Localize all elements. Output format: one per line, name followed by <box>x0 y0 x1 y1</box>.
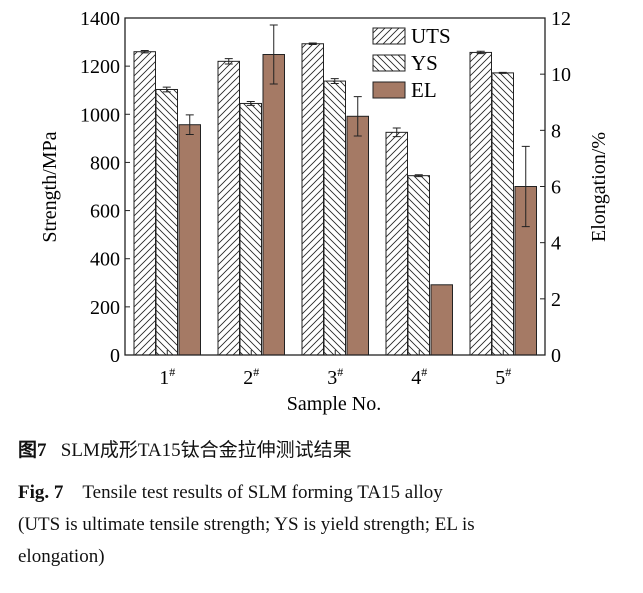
y-tick-label: 200 <box>90 297 120 319</box>
error-bar-uts-4 <box>392 127 401 138</box>
x-tick-number: 5 <box>495 367 505 389</box>
caption-cn-text: SLM成形TA15钛合金拉伸测试结果 <box>60 440 352 461</box>
bar-el-1 <box>178 124 201 356</box>
y2-tick-label: 8 <box>551 120 561 142</box>
bar-uts-2 <box>217 60 240 356</box>
caption-en-text: Tensile test results of SLM forming TA15… <box>82 482 443 503</box>
legend-label-ys: YS <box>411 51 438 75</box>
error-bar-el-3 <box>353 96 362 137</box>
y-tick-label: 0 <box>110 345 120 367</box>
x-tick-label: 5# <box>495 365 511 389</box>
caption-en-line2: (UTS is ultimate tensile strength; YS is… <box>18 514 475 535</box>
y-tick-label: 600 <box>90 201 120 223</box>
y-tick-label: 1000 <box>80 104 120 126</box>
caption-cn: 图7 SLM成形TA15钛合金拉伸测试结果 <box>18 440 352 462</box>
bar-ys-3 <box>323 80 346 356</box>
error-bar-uts-5 <box>476 50 485 55</box>
y-axis-label: Strength/MPa <box>39 131 61 242</box>
error-bar-ys-4 <box>414 174 423 178</box>
error-bar-el-1 <box>185 114 194 136</box>
error-bar-uts-3 <box>308 42 317 45</box>
y2-axis-label: Elongation/% <box>588 132 610 242</box>
bar-uts-5 <box>469 51 492 356</box>
error-bar-ys-1 <box>162 86 171 93</box>
x-tick-label: 4# <box>411 365 427 389</box>
error-bar-ys-3 <box>330 78 339 84</box>
bar-ys-5 <box>491 72 514 356</box>
y2-tick-label: 4 <box>551 233 561 255</box>
x-tick-sup: # <box>421 365 427 379</box>
bar-uts-1 <box>133 51 156 356</box>
x-tick-number: 2 <box>243 367 253 389</box>
y2-tick-label: 10 <box>551 64 571 86</box>
x-tick-label: 2# <box>243 365 259 389</box>
y2-tick-label: 12 <box>551 8 571 30</box>
error-bar-uts-1 <box>140 49 149 54</box>
error-bar-el-2 <box>269 24 278 85</box>
bar-chart: 1# 2# 3# 4# 5#020040060080010001200140002468… <box>39 8 610 415</box>
y2-tick-label: 6 <box>551 177 561 199</box>
bar-ys-1 <box>155 88 178 356</box>
legend-swatch-uts <box>372 27 406 45</box>
legend-label-uts: UTS <box>411 24 451 48</box>
error-bar-el-5 <box>521 145 530 228</box>
bar-el-4 <box>430 284 453 356</box>
caption-en-line1: Fig. 7 Tensile test results of SLM formi… <box>18 482 443 504</box>
legend-label-el: EL <box>411 78 437 102</box>
bar-uts-3 <box>301 43 324 356</box>
x-axis-label: Sample No. <box>287 393 381 415</box>
legend-swatch-el <box>372 81 406 99</box>
x-tick-number: 4 <box>411 367 421 389</box>
error-bar-ys-2 <box>246 101 255 106</box>
error-bar-uts-2 <box>224 58 233 65</box>
x-tick-label: 1# <box>159 365 175 389</box>
x-tick-number: 3 <box>327 367 337 389</box>
y2-tick-label: 0 <box>551 345 561 367</box>
legend-swatch-ys <box>372 54 406 72</box>
bar-el-3 <box>346 115 369 356</box>
bar-ys-4 <box>407 175 430 356</box>
x-tick-sup: # <box>505 365 511 379</box>
bar-ys-2 <box>239 102 262 356</box>
bar-uts-4 <box>385 131 408 356</box>
y-tick-label: 1200 <box>80 56 120 78</box>
x-tick-sup: # <box>169 365 175 379</box>
x-tick-sup: # <box>253 365 259 379</box>
bar-el-2 <box>262 54 285 356</box>
caption-en-label: Fig. 7 <box>18 482 64 503</box>
y2-tick-label: 2 <box>551 289 561 311</box>
x-tick-number: 1 <box>159 367 169 389</box>
y-tick-label: 400 <box>90 249 120 271</box>
x-tick-label: 3# <box>327 365 343 389</box>
caption-en-line3: elongation) <box>18 546 105 567</box>
x-tick-sup: # <box>337 365 343 379</box>
caption-cn-label: 图7 <box>18 440 47 461</box>
y-tick-label: 1400 <box>80 8 120 30</box>
y-tick-label: 800 <box>90 152 120 174</box>
error-bar-ys-5 <box>498 71 507 74</box>
